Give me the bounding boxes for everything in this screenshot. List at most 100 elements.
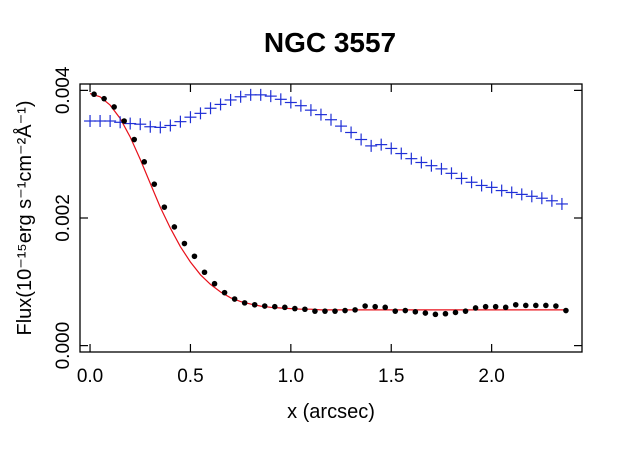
data-point [462,308,469,314]
data-point [402,307,409,314]
comparison-point [274,93,287,106]
y-tick-label: 0.004 [53,66,74,114]
data-point [452,309,459,316]
comparison-point [304,104,317,117]
comparison-point [154,121,167,134]
data-point [181,240,188,247]
x-axis-label: x (arcsec) [287,401,375,423]
comparison-point [234,90,247,103]
comparison-point [264,90,277,103]
data-point [271,303,278,310]
x-tick-label: 1.5 [378,366,404,387]
comparison-point [365,139,378,152]
model-fit-line [89,93,566,311]
comparison-point [84,115,97,128]
model-series [89,93,566,311]
data-point [362,303,368,309]
comparison-point [425,159,438,172]
data-point [412,309,419,315]
data-point [241,300,248,306]
comparison-point [435,162,448,175]
chart-title: NGC 3557 [264,27,396,58]
x-tick-label: 0.0 [77,366,103,387]
data-point [171,224,178,230]
comparison-point [445,167,458,180]
y-axis-label: Flux(10⁻¹⁵erg s⁻¹cm⁻²Å⁻¹) [13,101,36,336]
data-point [502,304,509,311]
data-point [482,303,489,310]
comparison-point [204,102,217,115]
y-tick-label: 0.002 [53,194,74,242]
comparison-point [284,96,297,109]
data-point [221,289,228,296]
comparison-point [335,120,348,133]
x-tick-label: 2.0 [478,366,504,387]
data-point [251,301,258,308]
data-point [141,159,148,165]
comparison-point [144,120,157,133]
data-point [392,308,399,314]
y-tick-label: 0.000 [53,322,74,370]
x-tick-label: 1.0 [278,366,304,387]
comparison-point [465,176,478,189]
data-point [563,307,569,314]
comparison-point [345,126,358,139]
data-point [302,306,308,313]
comparison-point [545,194,558,207]
comparison-point [375,138,388,151]
data-point [211,280,218,287]
data-point [472,305,479,311]
comparison-point [355,133,368,146]
data-point [292,305,298,312]
data-point [261,303,268,309]
comparison-point [194,107,207,120]
comparison-series [84,88,568,210]
data-point [372,303,378,310]
comparison-point [94,115,107,128]
comparison-point [124,117,137,130]
comparison-point [224,93,237,106]
data-point [282,304,288,311]
data-point [422,310,429,316]
data-point [553,303,559,309]
comparison-point [385,142,398,155]
data-point [543,302,549,309]
data-point [121,118,127,124]
comparison-point [525,190,538,203]
data-point [161,204,168,210]
data-series [91,91,569,318]
data-point [312,308,318,314]
comparison-point [395,147,408,160]
data-point [533,302,539,309]
data-point [352,307,358,313]
comparison-point [184,111,197,124]
comparison-point [254,88,267,101]
comparison-point [515,188,528,201]
comparison-point [104,115,117,128]
comparison-point [505,186,518,199]
comparison-point [555,197,568,210]
comparison-point [164,119,177,132]
data-point [442,310,449,317]
comparison-point [134,118,147,131]
comparison-point [495,184,508,197]
data-point [322,308,328,314]
data-point [111,104,117,110]
comparison-point [415,156,428,169]
data-point [342,307,348,314]
comparison-point [325,113,337,126]
data-point [492,303,499,310]
data-point [231,296,238,302]
data-point [151,181,158,187]
comparison-point [405,152,418,165]
data-point [432,311,439,318]
data-point [332,308,338,314]
comparison-point [294,99,307,112]
comparison-point [455,172,468,185]
comparison-point [174,115,187,128]
comparison-point [475,179,488,192]
data-point [101,95,107,102]
comparison-point [214,98,227,111]
data-point [191,253,198,260]
